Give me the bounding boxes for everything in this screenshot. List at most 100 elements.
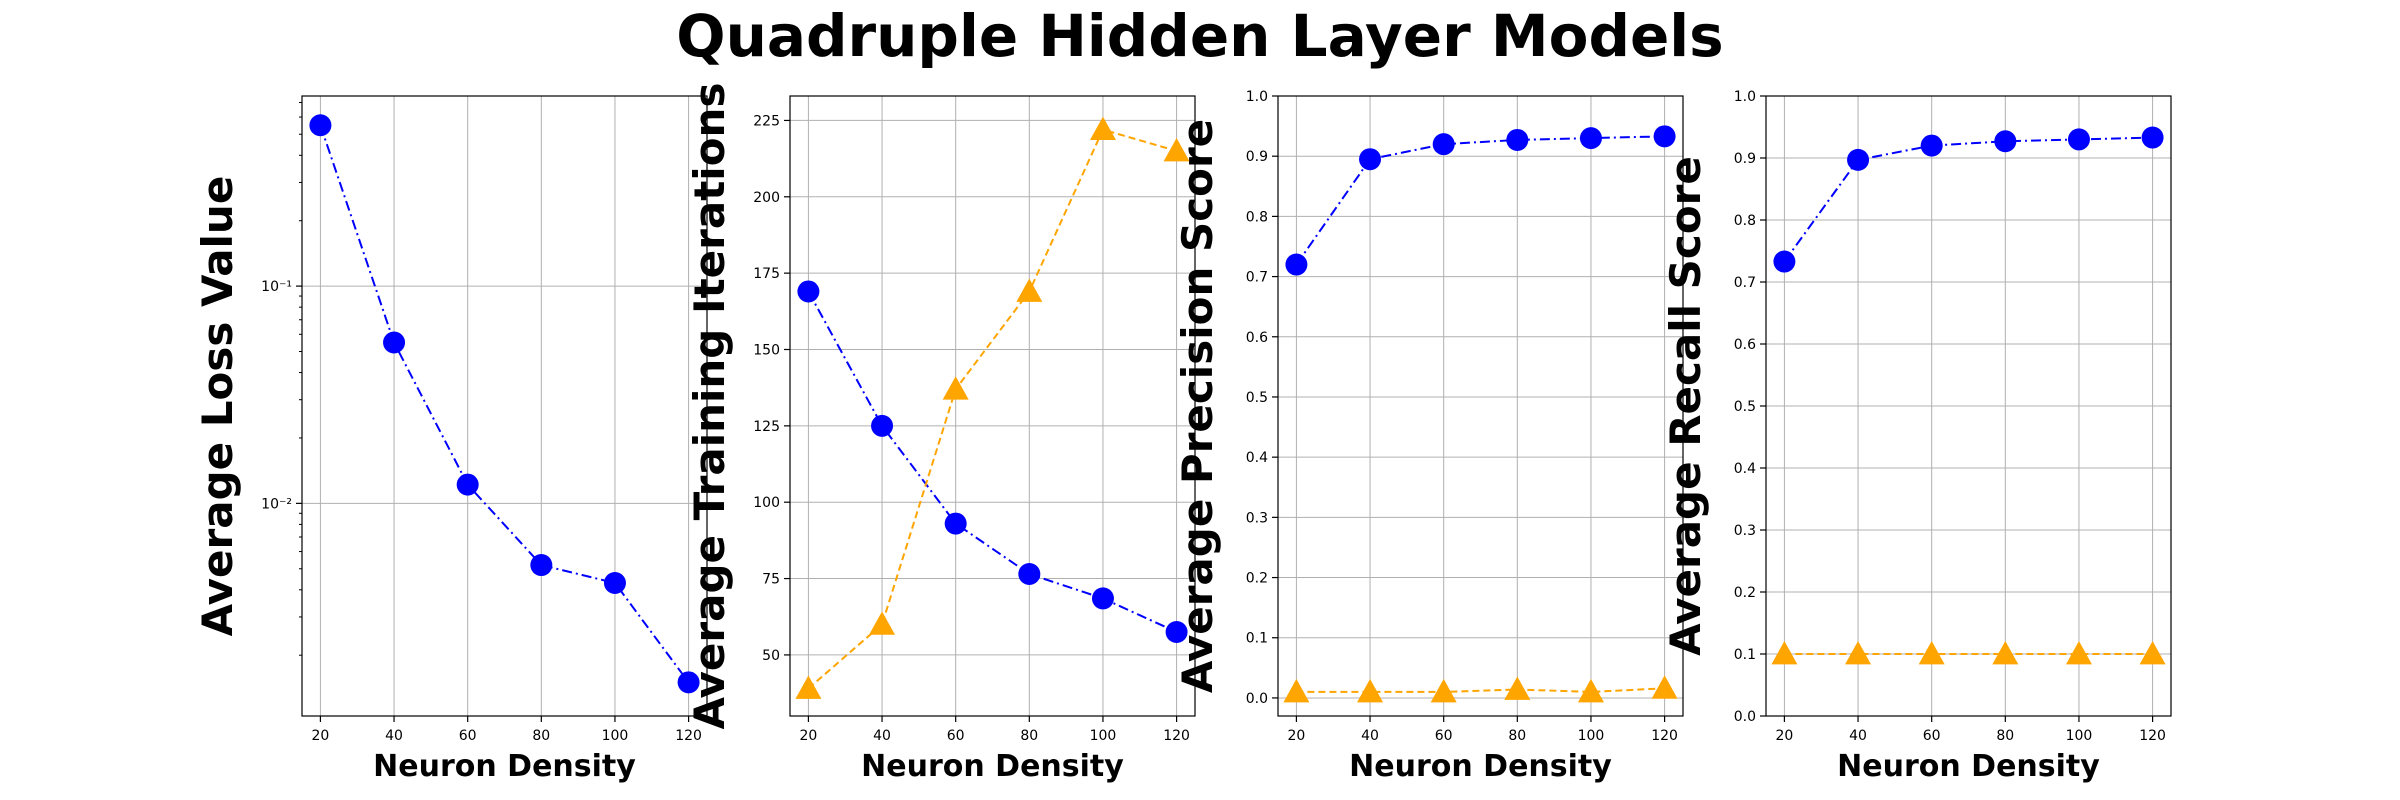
x-tick-label: 100 xyxy=(1090,728,1117,744)
x-tick-label: 80 xyxy=(1020,728,1038,744)
series-1-line xyxy=(1295,135,1665,266)
y-axis-label: Average Precision Score xyxy=(1173,119,1222,693)
y-tick-label: 150 xyxy=(753,342,780,358)
series-2-point xyxy=(1283,678,1310,703)
x-tick-label: 40 xyxy=(385,728,403,744)
series-2-point xyxy=(1163,137,1190,162)
x-tick-label: 120 xyxy=(1163,728,1190,744)
series-1-point xyxy=(944,512,967,535)
y-tick-label: 0.3 xyxy=(1734,523,1756,539)
subplot-1: 20 40 60 80 100 120 10⁻¹ 10⁻² Neuron Density Aver… xyxy=(193,95,708,784)
subplot-3: 20 40 60 80 100 120 0.0 0.1 0.2 0.3 0.4 0.5 0.6 0.7 0.… xyxy=(1173,89,1684,784)
y-tick-label: 10⁻¹ xyxy=(261,279,292,295)
y-tick-label: 0.8 xyxy=(1734,213,1756,229)
series-2-point xyxy=(1918,641,1945,665)
figure-title: Quadruple Hidden Layer Models xyxy=(676,2,1724,70)
y-axis-label: Average Training Iterations xyxy=(685,83,734,730)
y-tick-label: 0.6 xyxy=(1734,337,1756,353)
series-1-point xyxy=(1506,128,1529,151)
y-tick-label: 0.7 xyxy=(1246,270,1268,286)
x-tick-label: 60 xyxy=(947,728,965,744)
series-2-point xyxy=(1430,678,1457,703)
series-1-point xyxy=(1994,130,2017,153)
series-1-point xyxy=(1920,134,1943,157)
series-2-point xyxy=(1992,641,2019,665)
series-2-point xyxy=(869,611,896,635)
x-tick-label: 80 xyxy=(1508,728,1526,744)
series-1-point xyxy=(1579,127,1602,150)
y-tick-label: 0.8 xyxy=(1246,209,1268,225)
y-tick-label: 0.2 xyxy=(1246,571,1268,587)
series-1-point xyxy=(2141,126,2164,149)
y-tick-label: 10⁻² xyxy=(261,496,292,512)
x-tick-label: 40 xyxy=(1849,728,1867,744)
axes-frame xyxy=(789,95,1196,717)
series-1-point xyxy=(1847,148,1870,171)
y-tick-label: 0.0 xyxy=(1734,709,1756,725)
series-2-point xyxy=(2139,641,2166,665)
series-1-point xyxy=(2067,128,2090,151)
series-1-point xyxy=(530,554,553,577)
series-1-point xyxy=(797,280,820,303)
x-axis-label: Neuron Density xyxy=(373,749,636,784)
series-1-point xyxy=(1091,587,1114,610)
series-2-point xyxy=(1577,678,1604,703)
x-tick-label: 100 xyxy=(2066,728,2093,744)
x-tick-label: 60 xyxy=(1435,728,1453,744)
y-tick-label: 0.2 xyxy=(1734,585,1756,601)
x-tick-label: 120 xyxy=(2139,728,2166,744)
y-tick-label: 0.0 xyxy=(1246,691,1268,707)
series-2-point xyxy=(1504,676,1531,700)
y-tick-label: 0.6 xyxy=(1246,330,1268,346)
x-tick-label: 100 xyxy=(602,728,629,744)
x-tick-label: 60 xyxy=(1923,728,1941,744)
series-1-point xyxy=(1432,133,1455,156)
axes-frame xyxy=(1765,95,2172,717)
x-tick-label: 120 xyxy=(1651,728,1678,744)
series-1-point xyxy=(309,114,332,137)
series-2-point xyxy=(2065,641,2092,665)
y-tick-label: 75 xyxy=(762,572,780,588)
x-tick-label: 100 xyxy=(1578,728,1605,744)
y-tick-label: 0.5 xyxy=(1734,399,1756,415)
x-tick-label: 40 xyxy=(873,728,891,744)
y-tick-label: 0.4 xyxy=(1246,450,1268,466)
y-tick-label: 0.4 xyxy=(1734,461,1756,477)
y-tick-label: 200 xyxy=(753,190,780,206)
subplot-2: 20 40 60 80 100 120 50 75 100 125 150 175 200 225 Neur… xyxy=(685,83,1196,784)
series-2-point xyxy=(942,376,969,400)
series-2-point xyxy=(1357,678,1384,703)
y-axis-label: Average Loss Value xyxy=(193,176,242,637)
y-tick-label: 0.5 xyxy=(1246,390,1268,406)
y-tick-label: 1.0 xyxy=(1734,89,1756,105)
subplot-4: 20 40 60 80 100 120 0.0 0.1 0.2 0.3 0.4 0.5 0.6 0.7 0.… xyxy=(1661,89,2172,784)
y-axis-label: Average Recall Score xyxy=(1661,156,1710,656)
y-tick-label: 0.1 xyxy=(1734,647,1756,663)
y-tick-label: 0.7 xyxy=(1734,275,1756,291)
axes-frame xyxy=(301,95,708,717)
axes-frame xyxy=(1277,95,1684,717)
series-2-point xyxy=(1651,675,1678,699)
x-axis-label: Neuron Density xyxy=(1837,749,2100,784)
x-tick-label: 80 xyxy=(1996,728,2014,744)
x-tick-label: 120 xyxy=(675,728,702,744)
series-2-line xyxy=(807,128,1177,690)
y-tick-label: 0.9 xyxy=(1246,149,1268,165)
series-1-point xyxy=(1018,562,1041,585)
series-1-point xyxy=(1165,621,1188,644)
series-1-point xyxy=(871,414,894,437)
x-tick-label: 60 xyxy=(459,728,477,744)
x-tick-label: 40 xyxy=(1361,728,1379,744)
series-2-point xyxy=(1016,278,1043,302)
x-tick-label: 20 xyxy=(1287,728,1305,744)
y-tick-label: 225 xyxy=(753,113,780,129)
series-1-point xyxy=(603,571,626,594)
x-axis-label: Neuron Density xyxy=(861,749,1124,784)
x-tick-label: 80 xyxy=(532,728,550,744)
series-2-line xyxy=(1296,687,1665,693)
x-tick-label: 20 xyxy=(311,728,329,744)
series-1-point xyxy=(677,671,700,694)
series-2-point xyxy=(1089,116,1116,140)
